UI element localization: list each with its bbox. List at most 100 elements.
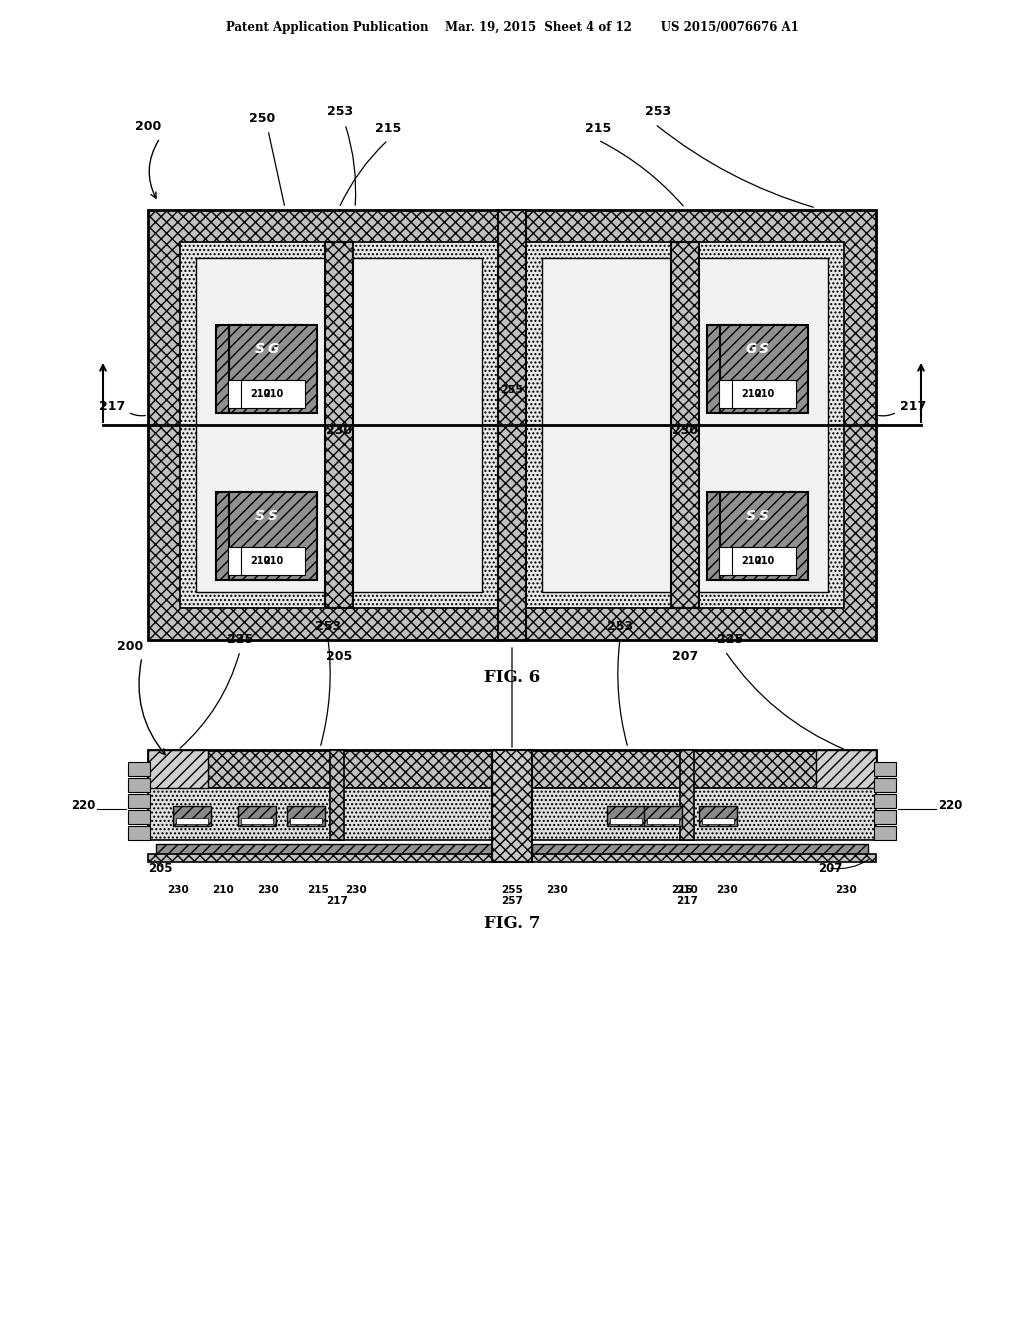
Bar — [128, 762, 150, 776]
Text: 230: 230 — [546, 884, 568, 895]
Text: 250: 250 — [499, 627, 525, 640]
Text: 210: 210 — [741, 388, 761, 399]
Text: 225: 225 — [717, 634, 743, 645]
Bar — [241, 818, 273, 824]
Bar — [148, 854, 876, 862]
Text: 230: 230 — [836, 884, 857, 895]
Text: S: S — [759, 342, 769, 356]
Text: 220: 220 — [71, 799, 95, 812]
Text: 210: 210 — [263, 388, 283, 399]
Bar — [647, 818, 679, 824]
Bar — [607, 807, 645, 826]
Bar — [701, 818, 734, 824]
Bar — [287, 807, 326, 826]
Text: S: S — [255, 342, 265, 356]
Text: 257: 257 — [501, 896, 523, 906]
Text: 255: 255 — [501, 385, 523, 395]
Bar — [228, 546, 292, 574]
Bar — [698, 807, 737, 826]
Text: 217: 217 — [98, 400, 125, 413]
Text: 217: 217 — [676, 896, 697, 906]
Bar — [671, 242, 699, 609]
Bar — [532, 843, 868, 854]
Bar — [128, 777, 150, 792]
Text: G: G — [745, 342, 757, 356]
Bar — [874, 777, 896, 792]
Text: 205: 205 — [147, 862, 172, 875]
Bar — [148, 750, 876, 788]
Bar — [874, 826, 896, 840]
Text: Patent Application Publication    Mar. 19, 2015  Sheet 4 of 12       US 2015/007: Patent Application Publication Mar. 19, … — [225, 21, 799, 34]
Text: 217: 217 — [900, 400, 927, 413]
Bar — [196, 257, 482, 591]
Text: FIG. 6: FIG. 6 — [484, 669, 540, 686]
Text: 255: 255 — [501, 884, 523, 895]
Bar — [173, 807, 211, 826]
Bar — [229, 492, 317, 579]
Bar — [216, 325, 304, 413]
Text: 215: 215 — [585, 121, 611, 135]
Text: 253: 253 — [607, 620, 633, 634]
Text: 230: 230 — [257, 884, 279, 895]
Text: 210: 210 — [263, 556, 283, 566]
Text: 200: 200 — [117, 640, 143, 653]
Bar — [707, 492, 795, 579]
Text: 210: 210 — [754, 388, 774, 399]
Bar — [325, 242, 353, 609]
Text: S: S — [268, 508, 278, 523]
Bar — [532, 788, 876, 840]
Text: 230: 230 — [672, 424, 698, 437]
Bar — [732, 546, 796, 574]
Bar — [290, 818, 323, 824]
Text: FIG. 7: FIG. 7 — [483, 915, 541, 932]
Text: 230: 230 — [345, 884, 367, 895]
Bar — [128, 810, 150, 824]
Text: S: S — [759, 508, 769, 523]
Text: G: G — [267, 342, 279, 356]
Bar — [610, 818, 642, 824]
Bar — [707, 325, 795, 413]
Bar — [238, 807, 276, 826]
Bar — [732, 380, 796, 408]
Bar — [242, 546, 305, 574]
Text: 210: 210 — [741, 556, 761, 566]
Bar — [176, 818, 208, 824]
Bar — [498, 210, 526, 640]
Text: 250: 250 — [249, 112, 275, 125]
Bar — [874, 762, 896, 776]
Bar — [128, 795, 150, 808]
Text: 225: 225 — [227, 634, 253, 645]
Text: 230: 230 — [716, 884, 737, 895]
Text: 210: 210 — [754, 556, 774, 566]
Text: S: S — [746, 508, 756, 523]
Bar — [720, 492, 808, 579]
Bar — [542, 257, 828, 591]
Bar — [242, 380, 305, 408]
Text: 207: 207 — [818, 862, 842, 875]
Bar — [148, 750, 208, 788]
Bar — [156, 843, 492, 854]
Text: S: S — [255, 508, 265, 523]
Text: 220: 220 — [938, 799, 963, 812]
Bar — [644, 807, 682, 826]
Text: 205: 205 — [326, 649, 352, 663]
Bar — [874, 810, 896, 824]
Bar — [816, 750, 876, 788]
Text: 253: 253 — [645, 106, 671, 117]
Bar — [148, 210, 876, 640]
Bar — [330, 750, 344, 840]
Text: 253: 253 — [315, 620, 341, 634]
Text: 217: 217 — [327, 896, 348, 906]
Text: 215: 215 — [307, 884, 329, 895]
Text: 253: 253 — [327, 106, 353, 117]
Bar — [680, 750, 694, 840]
Bar — [719, 380, 782, 408]
Text: 230: 230 — [167, 884, 188, 895]
Text: 210: 210 — [212, 884, 233, 895]
Text: 215: 215 — [375, 121, 401, 135]
Bar — [128, 826, 150, 840]
Bar — [720, 325, 808, 413]
Bar — [148, 788, 492, 840]
Text: 215: 215 — [671, 884, 692, 895]
Bar — [874, 795, 896, 808]
